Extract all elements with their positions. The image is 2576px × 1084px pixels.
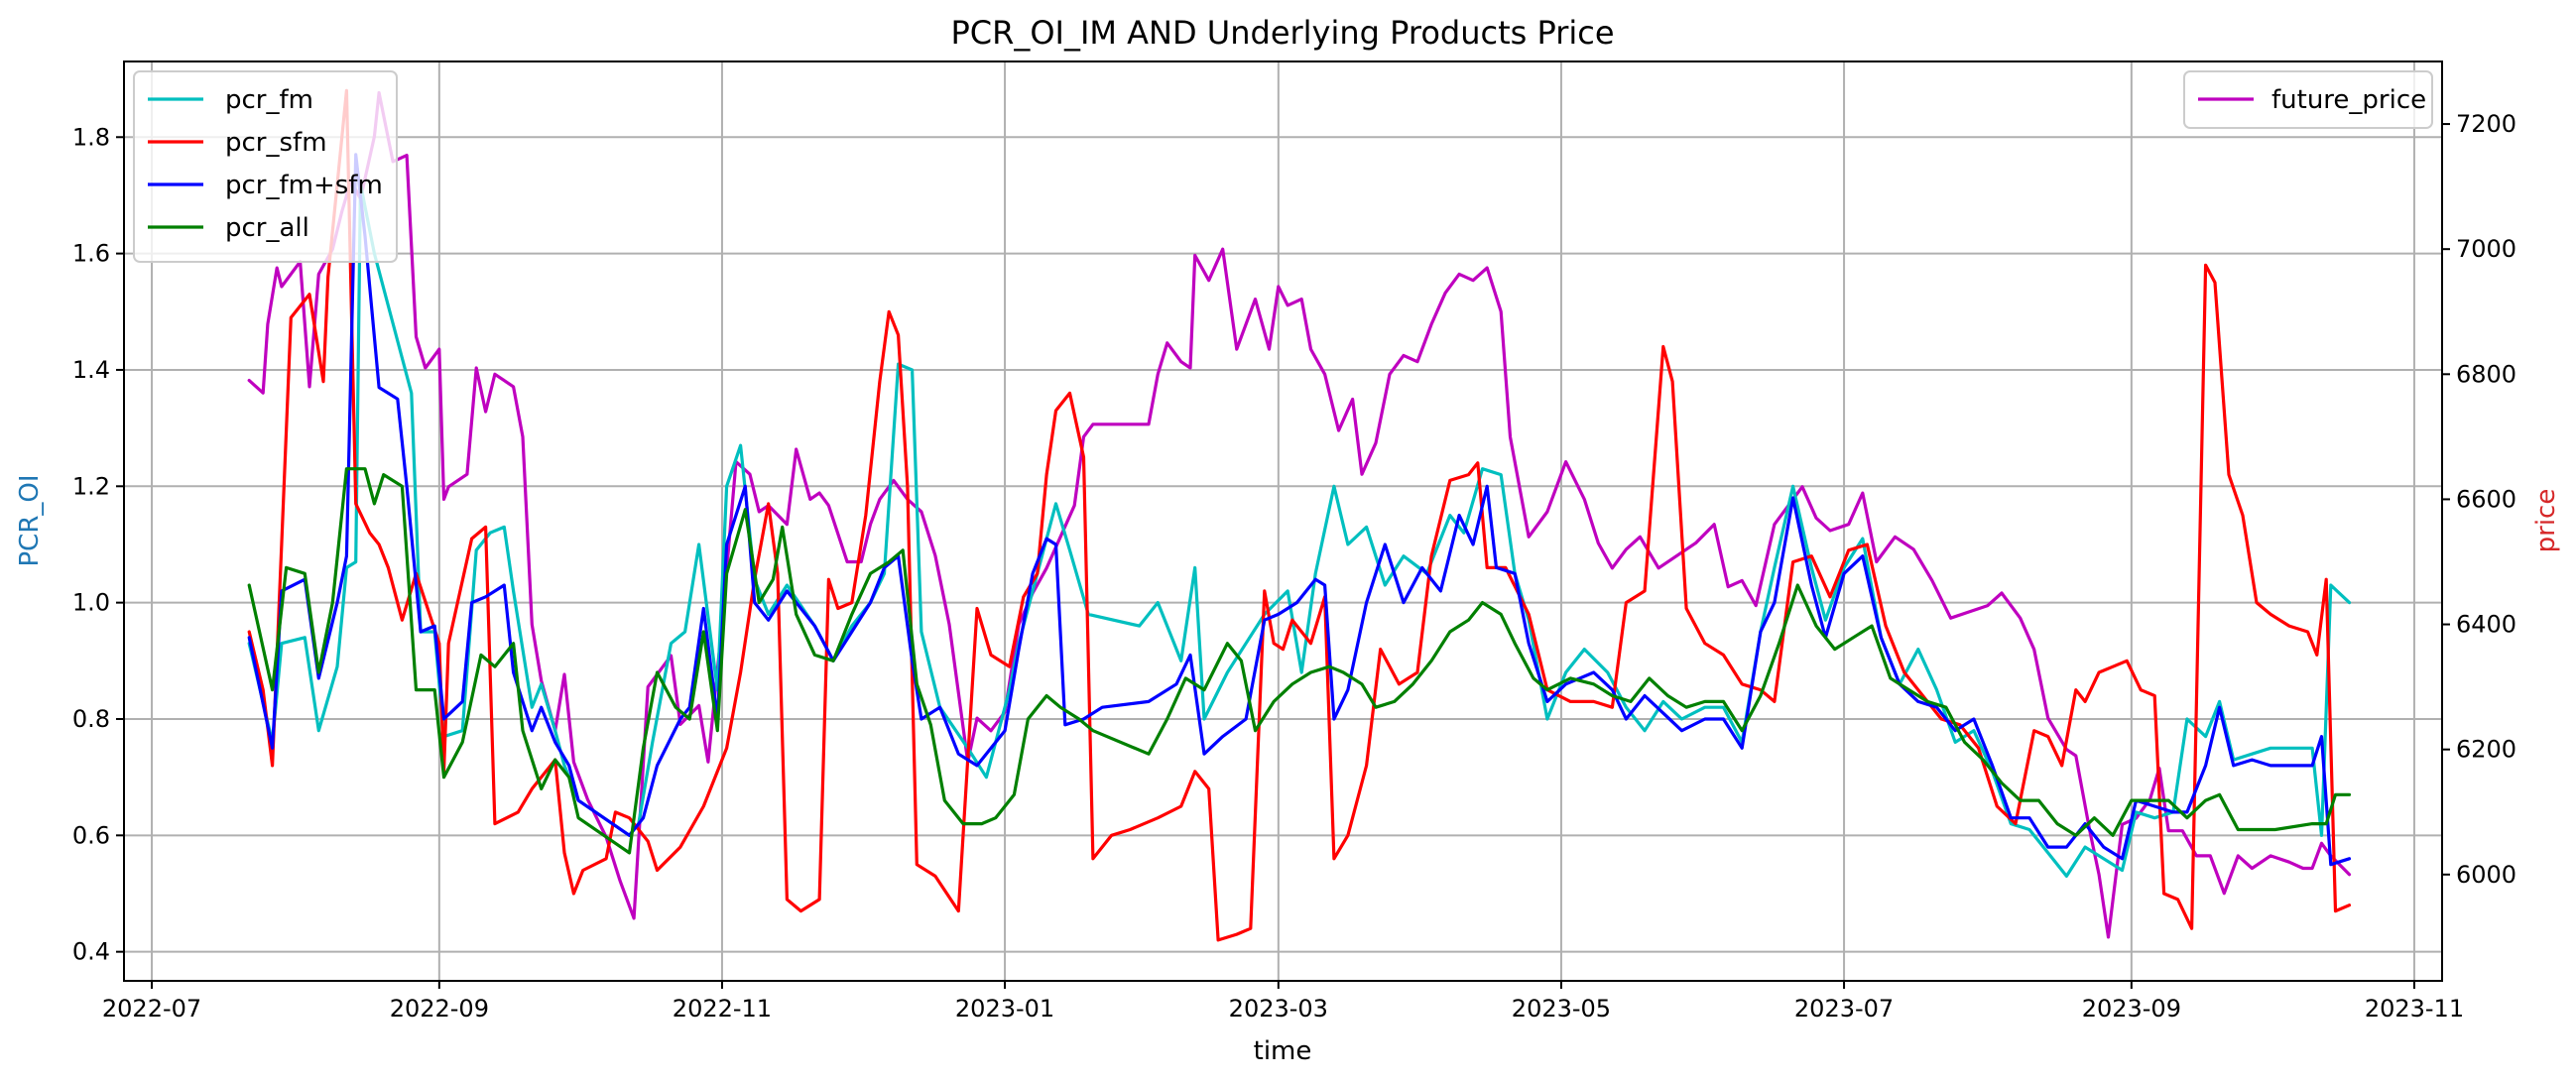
x-tick-label: 2022-11 [673,995,772,1023]
legend-entry-label: future_price [2271,85,2426,115]
plot-frame [123,60,2443,982]
x-tick-label: 2022-07 [102,995,201,1023]
x-tick-label: 2023-05 [1512,995,1611,1023]
series-line-pcr-fm-sfm [247,153,2352,867]
grid [124,61,2442,981]
x-tick-label: 2023-01 [955,995,1054,1023]
y-right-tick-label: 6400 [2456,611,2516,639]
x-tick-label: 2023-07 [1794,995,1894,1023]
series-line-future-price [247,90,2352,939]
legend-left-box [133,70,398,263]
y-left-tick-label: 1.4 [72,356,110,384]
y-axis-right-label: price [2531,489,2561,553]
series-line-pcr-sfm [247,88,2352,942]
chart-title: PCR_OI_IM AND Underlying Products Price [950,14,1614,52]
x-tick-label: 2023-11 [2365,995,2464,1023]
y-right-tick-label: 7200 [2456,110,2516,138]
legend-right-box [2183,70,2433,129]
y-left-tick-label: 1.2 [72,472,110,500]
y-right-tick-label: 7000 [2456,235,2516,263]
x-tick-label: 2023-09 [2082,995,2181,1023]
y-left-tick-label: 0.4 [72,938,110,966]
y-left-tick-label: 0.6 [72,821,110,849]
legend-entry-label: pcr_all [225,213,309,243]
legend-entry-label: pcr_sfm [225,128,327,158]
plot-area [247,88,2352,942]
x-tick-label: 2022-09 [390,995,489,1023]
x-tick-label: 2023-03 [1229,995,1328,1023]
series-lines [247,88,2352,942]
axis-ticks: 2022-07 2022-09 2022-11 2023-01 2023-03 2023-… [72,110,2516,1023]
y-axis-left-label: PCR_OI [15,474,45,566]
y-left-tick-label: 1.0 [72,589,110,617]
legend-entry-label: pcr_fm [225,85,313,115]
legend-right: future_price [2183,70,2433,129]
legend-left: pcr_fm pcr_sfm pcr_fm+sfm pcr_all [133,70,398,263]
series-line-pcr-all [247,467,2352,855]
series-line-pcr-fm [247,181,2352,878]
y-right-tick-label: 6200 [2456,736,2516,764]
y-right-tick-label: 6600 [2456,485,2516,513]
legend-entry-label: pcr_fm+sfm [225,171,383,200]
y-right-tick-label: 6800 [2456,360,2516,388]
y-left-tick-label: 0.8 [72,705,110,733]
y-left-tick-label: 1.8 [72,123,110,151]
y-left-tick-label: 1.6 [72,240,110,268]
y-right-tick-label: 6000 [2456,861,2516,889]
x-axis-label: time [1254,1036,1312,1066]
